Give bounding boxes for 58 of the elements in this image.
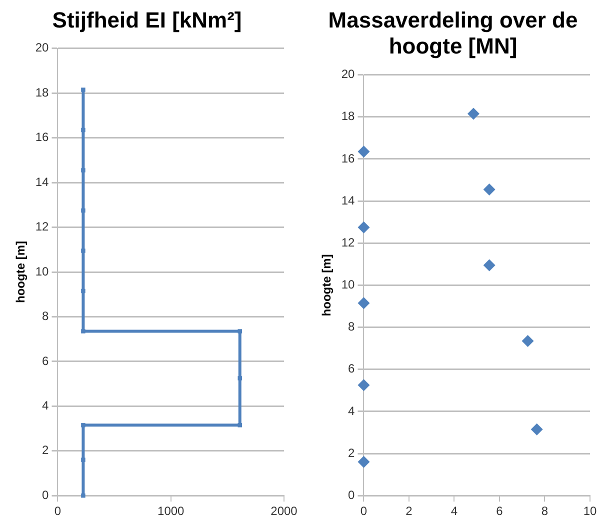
chart-title: Stijfheid EI [kNm²]	[52, 7, 242, 32]
y-tick-label: 2	[348, 446, 356, 460]
point	[81, 288, 86, 294]
y-tick-label: 16	[35, 130, 50, 144]
y-tick-label: 6	[348, 362, 356, 376]
y-tick-label: 6	[42, 354, 50, 368]
x-tick-label: 4	[450, 504, 458, 518]
x-tick-label: 8	[541, 504, 548, 518]
x-tick-label: 0	[360, 504, 368, 518]
point	[358, 146, 370, 158]
point	[81, 458, 86, 462]
point	[522, 334, 534, 347]
y-tick-label: 10	[35, 264, 50, 278]
y-tick-label: 0	[348, 488, 356, 502]
y-tick-label: 2	[42, 443, 50, 458]
point	[467, 108, 480, 120]
y-tick-label: 18	[35, 85, 50, 100]
y-tick-label: 0	[42, 488, 50, 502]
point	[483, 183, 496, 196]
point	[358, 379, 370, 392]
y-tick-label: 18	[341, 109, 356, 124]
point	[483, 259, 496, 272]
y-tick-label: 20	[35, 40, 50, 55]
y-tick-label: 8	[348, 320, 356, 334]
chart-title: Massaverdeling over de hoogte [MN]	[328, 7, 578, 59]
x-tick-label: 1000	[158, 504, 185, 518]
y-axis-title: hoogte [m]	[320, 254, 334, 316]
y-tick-label: 4	[348, 404, 356, 418]
point	[530, 423, 543, 436]
y-tick-label: 8	[42, 309, 50, 324]
point	[238, 423, 242, 428]
point	[81, 423, 86, 428]
point	[358, 297, 370, 310]
y-tick-label: 12	[35, 220, 50, 234]
y-tick-label: 14	[341, 193, 356, 208]
y-tick-label: 4	[42, 398, 50, 412]
point	[81, 493, 86, 498]
point	[81, 208, 86, 213]
x-tick-label: 2	[406, 504, 413, 518]
point	[358, 456, 370, 468]
y-tick-label: 12	[341, 235, 356, 250]
point	[81, 128, 86, 132]
point	[358, 221, 370, 234]
x-tick-label: 6	[496, 504, 504, 518]
x-tick-label: 0	[54, 504, 62, 518]
y-tick-label: 10	[341, 278, 356, 292]
point	[81, 329, 86, 334]
y-tick-label: 16	[341, 151, 356, 166]
point	[81, 88, 86, 92]
point	[238, 376, 242, 380]
y-tick-label: 14	[35, 174, 50, 189]
y-tick-label: 20	[341, 67, 356, 82]
x-tick-label: 10	[583, 504, 597, 518]
point	[238, 329, 242, 334]
point	[81, 248, 86, 253]
point	[81, 168, 86, 172]
y-axis-title: hoogte [m]	[14, 241, 28, 303]
x-tick-label: 2000	[270, 504, 298, 518]
